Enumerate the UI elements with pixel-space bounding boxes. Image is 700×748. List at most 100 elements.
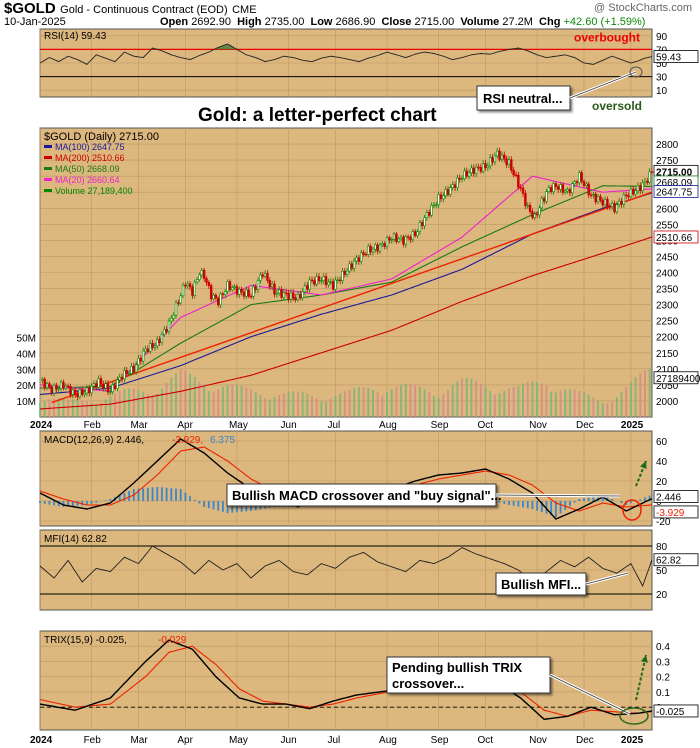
macd-hist-bar — [123, 493, 126, 501]
candle-body — [81, 389, 84, 395]
candle-body — [446, 189, 450, 195]
volume-bar — [264, 398, 267, 417]
macd-hist-bar — [231, 501, 234, 513]
volume-bar — [85, 401, 88, 417]
macd-panel — [39, 430, 653, 527]
volume-bar — [606, 403, 609, 417]
macd-hist-bar — [137, 488, 140, 501]
high-label: High — [237, 16, 262, 28]
candle-body — [610, 203, 614, 208]
candle-body — [292, 292, 295, 299]
macd-hist-bar — [217, 501, 220, 511]
macd-hist-bar — [212, 501, 215, 510]
volume-bar — [479, 383, 482, 417]
candle-body — [242, 291, 246, 297]
macd-hist-bar — [62, 501, 65, 507]
candle-body — [606, 199, 609, 207]
macd-hist-bar — [526, 501, 529, 509]
macd-hist-bar — [648, 495, 651, 501]
volume-bar — [254, 392, 257, 417]
candle-body — [486, 165, 490, 169]
candle-body — [566, 188, 569, 192]
candle-body — [55, 384, 58, 390]
candle-body — [402, 236, 405, 245]
candle-body — [320, 280, 323, 282]
candle-body — [383, 243, 386, 247]
price-xlabel: Jul — [327, 420, 340, 431]
macd-hist-bar — [198, 501, 201, 504]
candle-body — [505, 158, 508, 165]
candle-body — [188, 283, 192, 288]
candle-body — [481, 163, 485, 172]
macd-hist-bar — [601, 495, 604, 501]
candle-body — [221, 293, 225, 295]
trix-ytick: 0.2 — [656, 673, 670, 684]
volume-bar — [437, 397, 440, 417]
candle-body — [355, 257, 358, 262]
trix-ytick: 0.1 — [656, 688, 670, 699]
candle-body — [413, 231, 417, 236]
rsi-callout-text: RSI neutral... — [483, 91, 562, 106]
macd-hist-bar — [184, 492, 187, 501]
candle-body — [217, 297, 220, 306]
candle-body — [109, 391, 112, 393]
trix-arrow-head — [641, 655, 648, 663]
candle-body — [195, 279, 199, 283]
candle-body — [141, 350, 145, 362]
candle-body — [139, 358, 143, 362]
candle-body — [643, 180, 647, 184]
volume-bar — [142, 391, 145, 417]
volume-bar — [320, 400, 323, 417]
macd-hist-bar — [597, 495, 599, 501]
candle-body — [62, 381, 65, 389]
volume-bar — [367, 387, 370, 417]
candle-body — [174, 302, 178, 316]
candle-body — [592, 193, 595, 196]
instrument-name: Gold - Continuous Contract (EOD) — [60, 4, 228, 16]
candle-body — [589, 194, 593, 196]
trix-xlabel: 2025 — [621, 735, 644, 746]
candle-body — [207, 282, 211, 286]
candle-body — [350, 263, 354, 269]
price-ytick: 2750 — [656, 156, 679, 167]
volume-ytick: 20M — [17, 381, 36, 392]
candle-body — [120, 376, 124, 380]
candle-body — [71, 389, 75, 395]
macd-callout-text: Bullish MACD crossover and "buy signal".… — [232, 488, 502, 503]
volume-bar — [76, 399, 79, 417]
candle-body — [233, 286, 236, 288]
trix-xlabel: Oct — [478, 735, 494, 746]
candle-body — [463, 170, 466, 179]
volume-bar — [100, 402, 102, 417]
macd-hist-bar — [39, 501, 41, 503]
macd-hist-bar — [644, 497, 646, 501]
candle-body — [465, 170, 468, 177]
mfi-line — [39, 545, 653, 588]
candle-body — [88, 387, 91, 394]
candle-body — [428, 212, 431, 216]
volume-bar — [423, 389, 426, 417]
trix-ytick: 0.4 — [656, 642, 670, 653]
candle-body — [289, 292, 293, 300]
price-ytick: 2050 — [656, 381, 679, 392]
candle-body — [254, 286, 257, 290]
candle-body — [172, 314, 175, 319]
candle-body — [99, 378, 103, 385]
price-legend-item: MA(20) 2660.64 — [55, 175, 120, 185]
candle-body — [301, 291, 304, 299]
candle-body — [64, 385, 67, 389]
volume-bar — [212, 391, 215, 417]
trix-xlabel: Feb — [84, 735, 102, 746]
macd-hist-bar — [128, 491, 131, 501]
macd-hist-bar — [189, 496, 191, 501]
volume-bar — [592, 397, 595, 417]
candle-body — [622, 194, 626, 205]
volume-bar — [240, 385, 243, 417]
candle-body — [453, 184, 457, 188]
candle-body — [83, 392, 86, 395]
candle-body — [634, 190, 637, 195]
candle-body — [177, 302, 180, 304]
macd-hist-bar — [53, 501, 55, 506]
macd-hist-bar — [531, 501, 534, 509]
